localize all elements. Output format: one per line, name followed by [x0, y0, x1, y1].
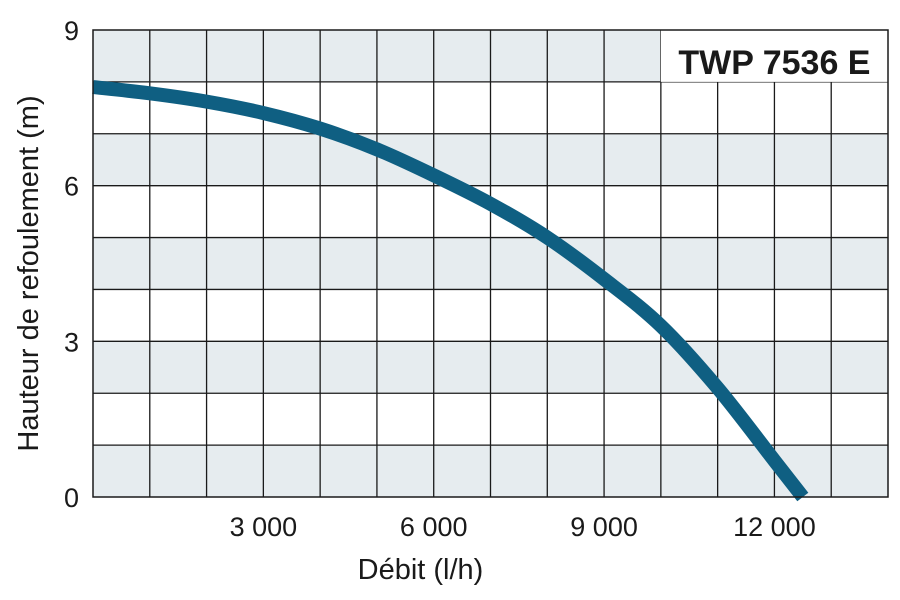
y-tick-label: 3: [64, 327, 79, 357]
y-tick-label: 0: [64, 483, 79, 513]
chart-title: TWP 7536 E: [678, 44, 870, 82]
y-tick-label: 9: [64, 16, 79, 46]
series-line: [92, 80, 809, 502]
x-tick-label: 6 000: [400, 512, 468, 542]
series-layer: [92, 80, 809, 502]
x-tick-label: 3 000: [230, 512, 298, 542]
title-box: [660, 30, 888, 82]
x-tick-label: 9 000: [570, 512, 638, 542]
tick-labels: 3 000 6 000 9 000 12 000 0 3 6 9: [64, 16, 816, 542]
plot-frame: [92, 29, 889, 498]
y-tick-label: 6: [64, 172, 79, 202]
y-axis-title: Hauteur de refoulement (m): [13, 95, 45, 451]
x-axis-title: Débit (l/h): [358, 554, 484, 586]
x-tick-label: 12 000: [733, 512, 816, 542]
